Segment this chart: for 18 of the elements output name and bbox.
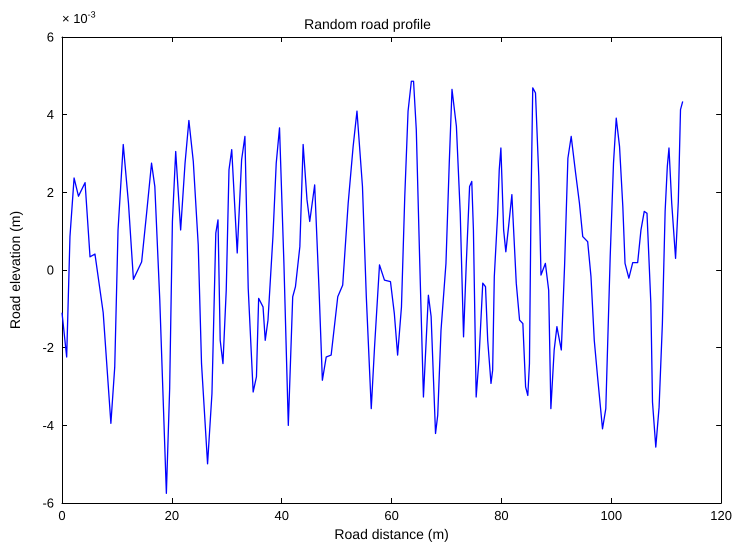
y-tick-label: 2 bbox=[46, 184, 54, 200]
y-tick-label: 0 bbox=[46, 262, 54, 278]
x-tick-label: 120 bbox=[710, 508, 732, 523]
x-tick-label: 60 bbox=[384, 508, 399, 523]
x-tick-label: 80 bbox=[494, 508, 509, 523]
chart-title: Random road profile bbox=[304, 16, 432, 32]
y-tick-label: -6 bbox=[42, 496, 54, 510]
y-axis-title: Road elevation (m) bbox=[7, 210, 23, 330]
y-tick-label: 6 bbox=[46, 30, 54, 44]
y-tick-label: 4 bbox=[46, 107, 54, 122]
y-tick-label: -2 bbox=[42, 340, 54, 356]
x-tick-label: 0 bbox=[58, 508, 66, 523]
line-series bbox=[61, 80, 684, 494]
x-tick-label: 100 bbox=[600, 508, 622, 523]
y-tick-label: -4 bbox=[42, 418, 54, 433]
x-tick-label: 20 bbox=[164, 508, 180, 523]
x-axis-title: Road distance (m) bbox=[334, 526, 449, 542]
x-tick-label: 40 bbox=[274, 508, 289, 523]
